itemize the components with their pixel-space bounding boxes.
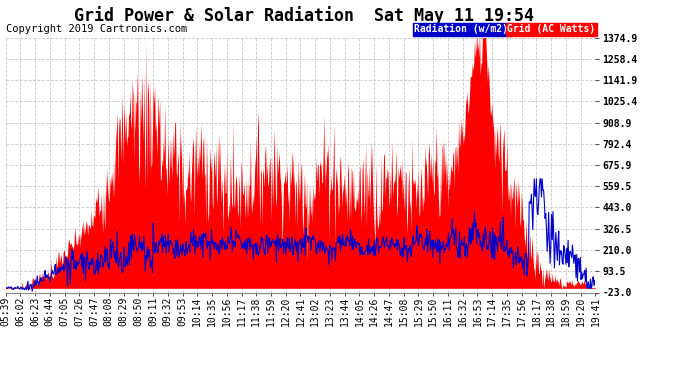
Text: Grid Power & Solar Radiation  Sat May 11 19:54: Grid Power & Solar Radiation Sat May 11 … [74, 6, 533, 25]
Text: Grid (AC Watts): Grid (AC Watts) [507, 24, 595, 34]
Text: Copyright 2019 Cartronics.com: Copyright 2019 Cartronics.com [6, 24, 187, 34]
Text: Radiation (w/m2): Radiation (w/m2) [414, 24, 508, 34]
